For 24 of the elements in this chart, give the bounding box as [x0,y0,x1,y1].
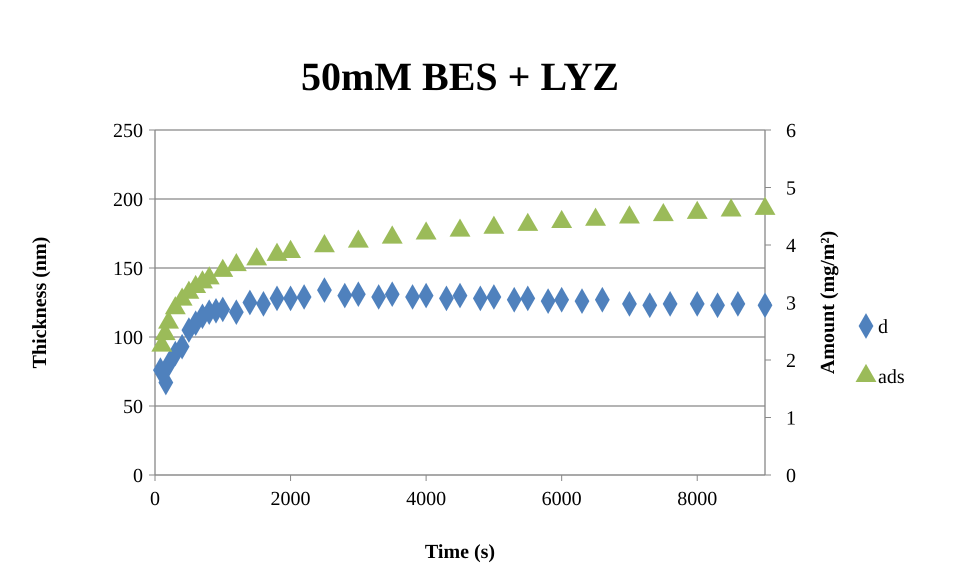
y-tick-label: 250 [113,120,143,142]
y-axis-title: Thickness (nm) [29,236,51,368]
y-tick-label: 200 [113,189,143,211]
x-tick-label: 2000 [270,488,311,510]
y2-tick-label: 3 [786,292,796,314]
y2-tick-label: 0 [786,465,796,487]
x-tick-label: 4000 [406,488,446,510]
y2-tick-label: 1 [786,408,796,430]
y2-tick-label: 4 [786,235,796,257]
y-tick-label: 0 [133,465,143,487]
y-tick-label: 100 [113,327,143,349]
y-tick-label: 50 [123,396,143,418]
x-axis-title: Time (s) [424,541,496,563]
y2-tick-label: 6 [786,120,796,142]
x-tick-label: 0 [150,488,160,510]
chart-title: 50mM BES + LYZ [300,54,620,99]
y2-axis-title: Amount (mg/m²) [817,230,839,374]
legend-label: d [878,316,888,338]
x-tick-label: 6000 [542,488,582,510]
legend-label: ads [878,366,905,388]
y2-tick-label: 2 [786,350,796,372]
x-tick-label: 8000 [677,488,718,510]
y2-tick-label: 5 [786,178,796,200]
y-tick-label: 150 [113,258,143,280]
